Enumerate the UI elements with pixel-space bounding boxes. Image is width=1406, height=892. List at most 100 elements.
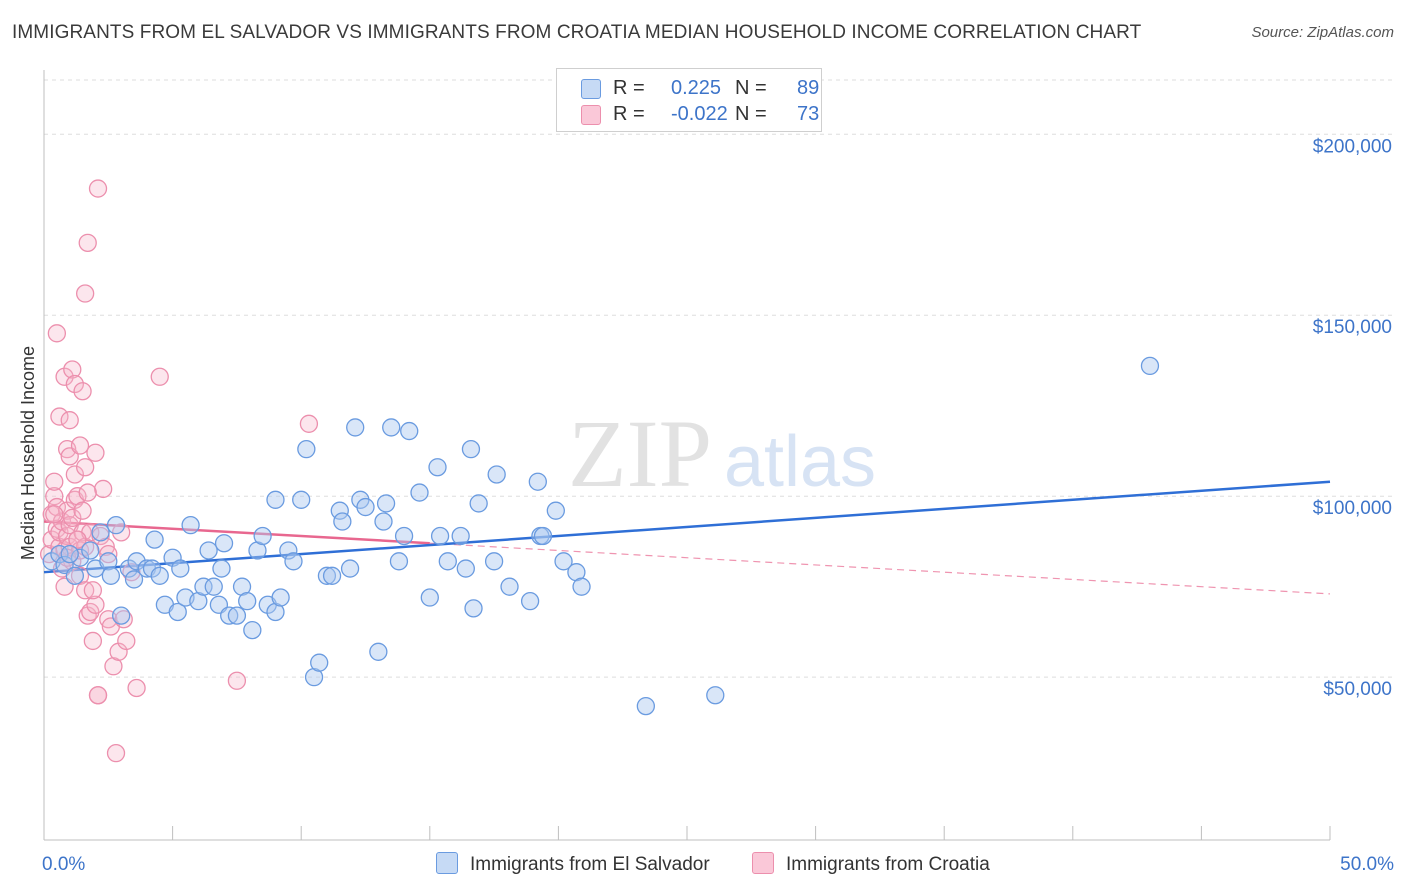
watermark-zip: ZIP: [568, 400, 712, 507]
croatia-point: [86, 595, 105, 614]
el-salvador-point: [389, 552, 409, 571]
el-salvador-point: [91, 523, 110, 542]
el-salvador-point: [142, 559, 162, 578]
croatia-point: [65, 465, 85, 484]
croatia-point: [76, 458, 95, 477]
el-salvador-point: [554, 552, 573, 571]
el-salvador-point: [214, 534, 234, 553]
el-salvador-point: [520, 591, 540, 611]
el-salvador-point: [171, 559, 190, 578]
legend-r-label: R =: [613, 103, 645, 125]
axis-labels: $50,000 $100,000 $150,000 $200,000 0.0% 50.0%…: [18, 136, 1394, 875]
croatia-point: [88, 686, 108, 705]
x-tick-label: 50.0%: [1340, 854, 1394, 875]
croatia-swatch: [581, 105, 601, 125]
chart-title: IMMIGRANTS FROM EL SALVADOR VS IMMIGRANT…: [12, 22, 1142, 43]
el-salvador-legend-label: Immigrants from El Salvador: [470, 854, 710, 875]
el-salvador-point: [127, 552, 146, 571]
croatia-point: [78, 233, 97, 253]
el-salvador-point: [101, 566, 121, 585]
el-salvador-point: [572, 577, 591, 596]
el-salvador-trend-line: [43, 480, 1331, 574]
y-tick-label: $150,000: [1313, 317, 1392, 338]
croatia-point: [55, 367, 74, 386]
el-salvador-point: [297, 439, 316, 459]
el-salvador-point: [60, 544, 79, 564]
croatia-point: [73, 382, 92, 401]
croatia-point: [94, 479, 113, 499]
el-salvador-point: [310, 653, 329, 672]
el-salvador-point: [430, 526, 450, 546]
el-salvador-point: [50, 544, 69, 564]
source-credit: Source: ZipAtlas.com: [1251, 24, 1394, 41]
el-salvador-point: [382, 418, 401, 437]
croatia-legend-label: Immigrants from Croatia: [786, 854, 990, 875]
legend-r-value-el-salvador: 0.225: [671, 77, 722, 99]
el-salvador-point: [119, 559, 139, 578]
el-salvador-point: [330, 501, 349, 520]
el-salvador-point: [340, 559, 360, 578]
el-salvador-point: [271, 588, 290, 607]
croatia-point: [45, 472, 64, 491]
el-salvador-point: [469, 494, 488, 513]
el-salvador-point: [266, 490, 285, 509]
y-tick-label: $50,000: [1323, 679, 1392, 700]
el-salvador-point: [168, 602, 187, 622]
croatia-point: [83, 631, 103, 651]
el-salvador-point: [461, 439, 481, 459]
croatia-point: [76, 284, 95, 303]
el-salvador-point: [346, 418, 365, 437]
el-salvador-point: [546, 501, 565, 520]
el-salvador-point: [533, 526, 553, 546]
el-salvador-point: [81, 541, 100, 560]
croatia-points: [39, 179, 319, 763]
el-salvador-point: [124, 570, 144, 589]
el-salvador-point: [438, 552, 457, 571]
el-salvador-point: [194, 577, 213, 596]
el-salvador-point: [333, 512, 352, 531]
croatia-trend-extended: [429, 542, 1331, 595]
el-salvador-point: [253, 526, 272, 546]
el-salvador-point: [243, 620, 262, 640]
croatia-point: [99, 544, 118, 564]
el-salvador-point: [400, 421, 419, 441]
el-salvador-point: [292, 490, 311, 509]
el-salvador-point: [484, 552, 504, 571]
watermark: ZIP atlas: [568, 400, 876, 507]
el-salvador-point: [106, 515, 126, 535]
croatia-point: [63, 508, 82, 528]
el-salvador-points: [42, 356, 1160, 716]
el-salvador-point: [279, 541, 298, 560]
legend-n-value-croatia: 73: [797, 103, 820, 125]
croatia-point: [150, 367, 169, 386]
croatia-point: [47, 324, 67, 343]
bottom-legend-el-salvador: Immigrants from El Salvador: [436, 852, 710, 876]
el-salvador-point: [199, 541, 218, 560]
el-salvador-point: [374, 512, 393, 531]
watermark-atlas: atlas: [724, 422, 876, 502]
croatia-point: [88, 179, 108, 198]
el-salvador-point: [284, 552, 303, 571]
el-salvador-point: [369, 642, 388, 661]
el-salvador-point: [181, 515, 200, 535]
axes: [43, 70, 1331, 841]
el-salvador-point: [70, 548, 90, 567]
el-salvador-point: [150, 566, 169, 585]
croatia-point: [299, 414, 319, 433]
croatia-point: [78, 483, 97, 502]
croatia-point: [45, 505, 64, 524]
croatia-point: [65, 374, 85, 394]
croatia-point: [106, 743, 126, 763]
croatia-point: [63, 360, 82, 379]
croatia-point: [117, 631, 136, 651]
croatia-point: [127, 678, 146, 698]
correlation-legend: R = 0.225 N = 89 R = -0.022 N = 73: [556, 68, 822, 132]
croatia-point: [70, 436, 90, 455]
el-salvador-swatch: [581, 79, 601, 99]
el-salvador-legend-swatch: [436, 852, 458, 874]
legend-n-label: N =: [735, 103, 767, 125]
trend-lines: [43, 480, 1331, 595]
croatia-point: [227, 671, 247, 690]
el-salvador-point: [227, 606, 247, 625]
legend-r-label: R =: [613, 77, 645, 99]
